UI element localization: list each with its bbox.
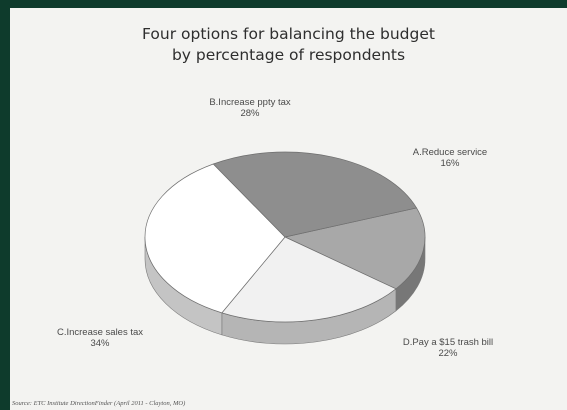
slice-label-d-pay-a-15-trash-bill: D.Pay a $15 trash bill	[403, 337, 493, 348]
slice-value-a-reduce-service: 16%	[440, 158, 460, 169]
pie-slices	[144, 151, 426, 323]
slice-label-b-increase-ppty-tax: B.Increase ppty tax	[209, 97, 291, 108]
slice-label-c-increase-sales-tax: C.Increase sales tax	[57, 327, 143, 338]
chart-title: Four options for balancing the budget by…	[10, 24, 567, 66]
chart-title-line-2: by percentage of respondents	[171, 46, 406, 64]
pie-slice-a-reduce-service	[283, 207, 426, 290]
pie-slice-d-pay-a-15-trash-bill	[221, 236, 397, 323]
chart-panel: Four options for balancing the budget by…	[10, 8, 567, 410]
slice-label-a-reduce-service: A.Reduce service	[413, 147, 487, 158]
source-note: Source: ETC Institute DirectionFinder (A…	[12, 400, 186, 407]
slice-value-b-increase-ppty-tax: 28%	[240, 108, 260, 119]
pie-slice-c-increase-sales-tax	[144, 163, 286, 314]
slice-value-d-pay-a-15-trash-bill: 22%	[438, 348, 458, 359]
pie-slice-b-increase-ppty-tax	[212, 151, 418, 238]
slice-value-c-increase-sales-tax: 34%	[90, 338, 110, 349]
chart-title-line-1: Four options for balancing the budget	[142, 25, 435, 43]
